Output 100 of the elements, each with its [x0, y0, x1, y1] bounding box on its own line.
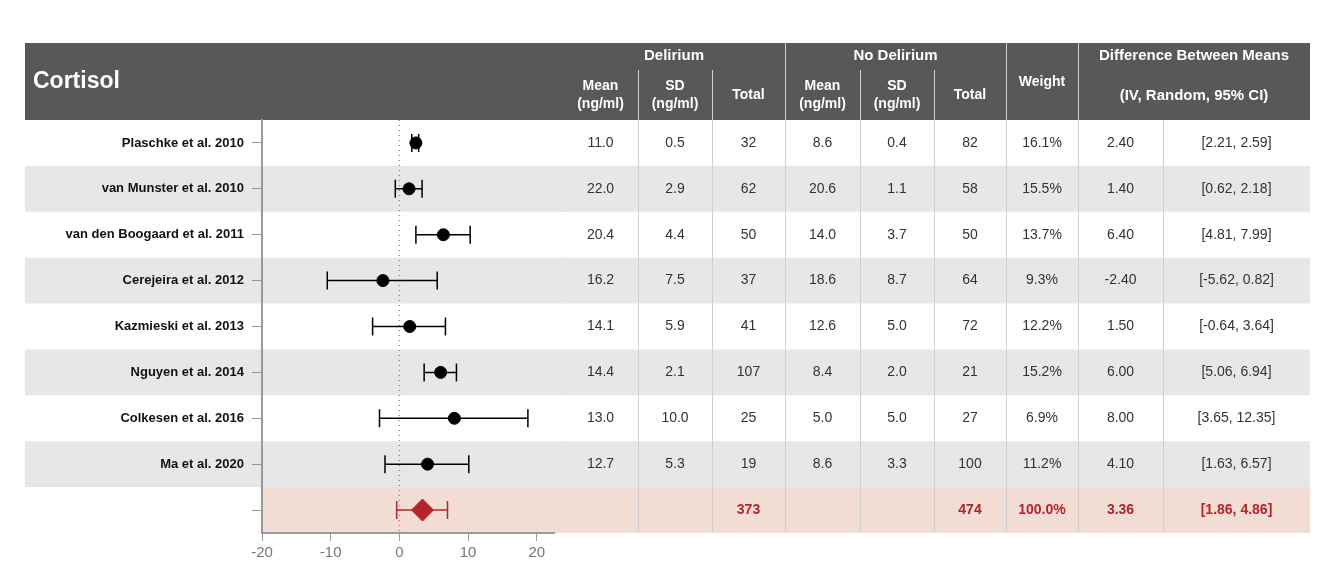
data-label: 20.6: [808, 179, 837, 196]
text: [4.81, 7.99]: [1201, 225, 1272, 242]
data-label: 1.50: [1106, 317, 1135, 334]
data-label: 62: [740, 179, 757, 196]
data-label: 5.0: [887, 409, 907, 426]
data-label: 8.6: [812, 133, 833, 150]
data-label: 4.4: [665, 225, 685, 242]
data-label: 373: [736, 500, 761, 517]
data-label: 6.40: [1106, 225, 1135, 242]
data-label: 1.1: [887, 179, 907, 196]
data-label: 2.0: [887, 363, 907, 380]
data-label: 5.9: [665, 317, 685, 334]
data-label: 16.1%: [1022, 133, 1062, 150]
x-tick-label: 20: [528, 543, 546, 561]
x-tick-label: -20: [251, 543, 273, 561]
x-tick-label: Total: [953, 85, 987, 102]
data-label: -2.40: [1104, 271, 1137, 288]
x-tick-label: SD (ng/ml): [873, 76, 921, 111]
text: [3.65, 12.35]: [1197, 409, 1276, 426]
point: [436, 228, 450, 242]
data-label: 72: [962, 317, 978, 334]
x-tick-label: 0: [395, 543, 404, 561]
data-label: 3.7: [887, 225, 907, 242]
text: [2.21, 2.59]: [1201, 133, 1272, 150]
data-label: 9.3%: [1026, 271, 1058, 288]
data-label: 13.0: [586, 409, 615, 426]
data-label: 32: [740, 133, 757, 150]
y-tick-label: Nguyen et al. 2014: [130, 363, 245, 379]
data-label: 50: [962, 225, 978, 242]
data-label: 100: [958, 455, 982, 472]
data-label: 25: [740, 409, 757, 426]
text: Delirium: [643, 46, 705, 64]
text: No Delirium: [853, 46, 938, 64]
data-label: 8.6: [812, 455, 833, 472]
data-label: 3.3: [887, 455, 907, 472]
y-tick-label: van den Boogaard et al. 2011: [65, 226, 244, 242]
y-tick-label: Ma et al. 2020: [160, 455, 244, 471]
y-tick-label: Plaschke et al. 2010: [121, 134, 244, 150]
data-label: 13.7%: [1022, 225, 1062, 242]
data-label: 16.2: [586, 271, 615, 288]
data-label: 474: [958, 500, 982, 517]
data-label: 10.0: [661, 409, 689, 426]
data-label: 8.00: [1106, 409, 1135, 426]
data-label: 3.36: [1106, 500, 1135, 517]
y-tick-label: Cerejeira et al. 2012: [122, 272, 244, 288]
x-tick-label: Mean (ng/ml): [577, 76, 624, 111]
data-label: 12.7: [586, 455, 615, 472]
data-label: 5.0: [887, 317, 907, 334]
x-tick-label: Total: [732, 85, 765, 102]
data-label: 2.1: [665, 363, 685, 380]
y-tick-label: Kazmieski et al. 2013: [114, 318, 244, 334]
text: [1.63, 6.57]: [1201, 455, 1272, 472]
text: Cortisol: [33, 67, 120, 94]
point: [421, 457, 435, 471]
x-tick-label: -10: [319, 543, 342, 561]
data-label: 8.4: [812, 363, 833, 380]
data-label: 0.5: [665, 133, 685, 150]
x-tick-label: Mean (ng/ml): [799, 76, 846, 111]
point: [434, 365, 448, 379]
data-label: 5.3: [665, 455, 685, 472]
x-tick-label: 10: [459, 543, 477, 561]
data-label: 6.00: [1106, 363, 1135, 380]
text: (IV, Random, 95% CI): [1119, 86, 1269, 104]
data-label: 0.4: [887, 133, 907, 150]
data-label: 14.0: [808, 225, 837, 242]
data-label: 7.5: [665, 271, 685, 288]
data-label: 2.40: [1106, 133, 1135, 150]
data-label: 11.0: [587, 133, 614, 150]
data-label: 5.0: [812, 409, 833, 426]
x-tick-label: SD (ng/ml): [651, 76, 699, 111]
data-label: 14.4: [586, 363, 615, 380]
x-tick-label: Weight: [1018, 72, 1066, 89]
data-label: 21: [962, 363, 978, 380]
point: [402, 182, 416, 196]
point: [376, 274, 390, 288]
point: [403, 320, 417, 333]
text: [-5.62, 0.82]: [1199, 271, 1274, 288]
data-label: 12.6: [808, 317, 837, 334]
data-label: 82: [962, 133, 978, 150]
text: [0.62, 2.18]: [1201, 179, 1272, 196]
text: [-0.64, 3.64]: [1199, 317, 1274, 334]
point: [447, 411, 461, 425]
data-label: 37: [740, 271, 757, 288]
data-label: 6.9%: [1026, 409, 1058, 426]
data-label: 27: [962, 409, 978, 426]
data-label: 64: [962, 271, 978, 288]
data-label: 20.4: [586, 225, 615, 242]
data-label: 2.9: [665, 179, 685, 196]
point: [411, 498, 434, 522]
data-label: 22.0: [586, 179, 615, 196]
data-label: 107: [736, 363, 761, 380]
data-label: 11.2%: [1022, 455, 1062, 472]
y-tick-label: van Munster et al. 2010: [101, 180, 244, 196]
data-label: 50: [740, 225, 757, 242]
text: Difference Between Means: [1098, 46, 1290, 64]
text: [5.06, 6.94]: [1201, 363, 1272, 380]
data-label: 4.10: [1106, 455, 1135, 472]
data-label: 12.2%: [1022, 317, 1062, 334]
data-label: 19: [740, 455, 757, 472]
data-label: 18.6: [808, 271, 837, 288]
